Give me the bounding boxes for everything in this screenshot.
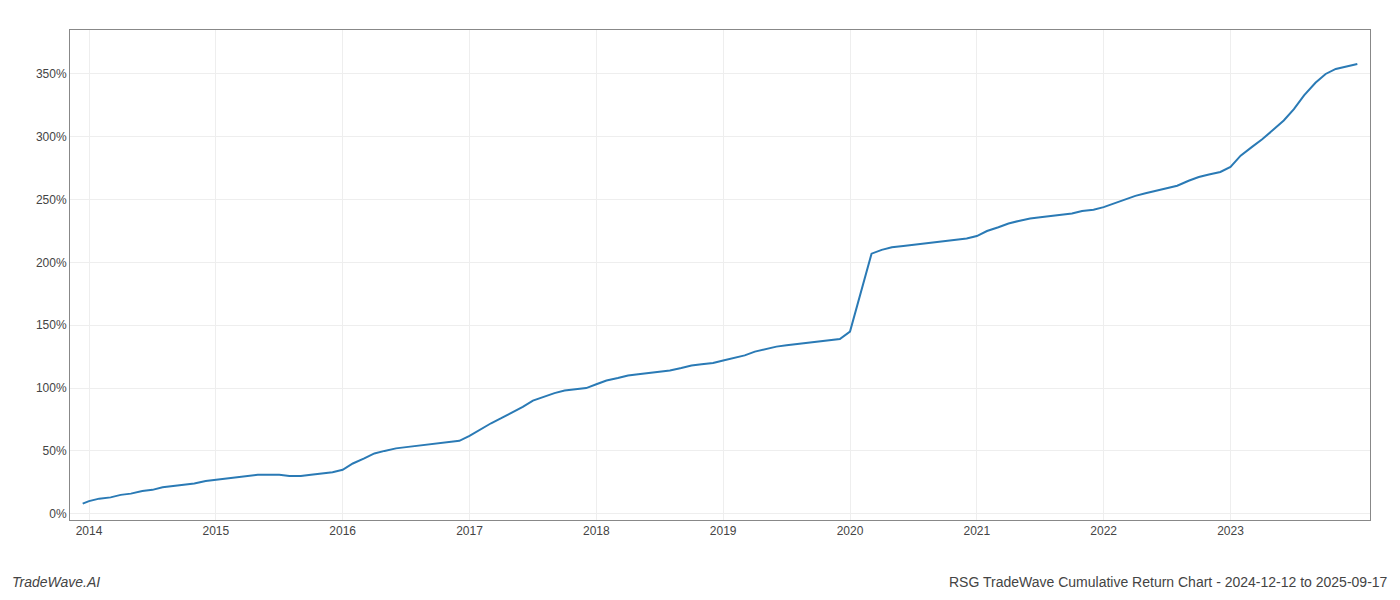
svg-text:250%: 250% xyxy=(36,193,67,207)
svg-text:2014: 2014 xyxy=(76,524,103,538)
svg-text:2019: 2019 xyxy=(710,524,737,538)
svg-text:150%: 150% xyxy=(36,318,67,332)
svg-text:2022: 2022 xyxy=(1090,524,1117,538)
svg-text:2018: 2018 xyxy=(583,524,610,538)
svg-text:300%: 300% xyxy=(36,130,67,144)
svg-text:2021: 2021 xyxy=(963,524,990,538)
svg-text:TradeWave.AI: TradeWave.AI xyxy=(12,574,100,590)
svg-text:50%: 50% xyxy=(43,444,67,458)
svg-text:2016: 2016 xyxy=(329,524,356,538)
svg-text:2017: 2017 xyxy=(456,524,483,538)
svg-text:0%: 0% xyxy=(49,507,67,521)
svg-text:2020: 2020 xyxy=(837,524,864,538)
svg-text:RSG TradeWave Cumulative Retur: RSG TradeWave Cumulative Return Chart - … xyxy=(949,574,1388,590)
svg-text:2023: 2023 xyxy=(1217,524,1244,538)
svg-text:200%: 200% xyxy=(36,256,67,270)
svg-text:350%: 350% xyxy=(36,67,67,81)
svg-text:100%: 100% xyxy=(36,381,67,395)
svg-text:2015: 2015 xyxy=(202,524,229,538)
